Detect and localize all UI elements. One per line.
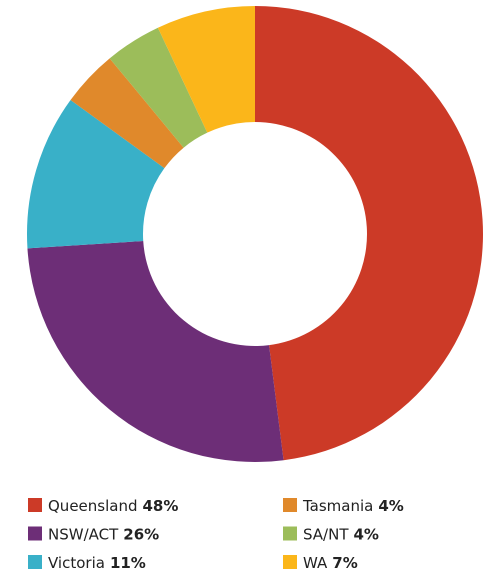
legend-value: 4% xyxy=(354,525,379,543)
legend-label: SA/NT 4% xyxy=(303,525,379,543)
legend-swatch xyxy=(283,555,297,569)
slice xyxy=(157,6,255,133)
legend-label: Victoria 11% xyxy=(48,554,146,572)
legend-name: Victoria xyxy=(48,554,105,572)
legend-swatch xyxy=(28,498,42,512)
legend-value: 7% xyxy=(332,554,357,572)
legend-name: Tasmania xyxy=(302,497,373,515)
legend-name: SA/NT xyxy=(303,525,349,543)
legend-label: NSW/ACT 26% xyxy=(48,525,159,543)
legend-label: WA 7% xyxy=(303,554,358,572)
slice xyxy=(27,241,284,462)
legend-swatch xyxy=(283,498,297,512)
legend-name: NSW/ACT xyxy=(48,525,119,543)
slice xyxy=(109,27,208,148)
legend-name: WA xyxy=(303,554,328,572)
legend-swatch xyxy=(28,526,42,541)
legend-value: 11% xyxy=(110,554,146,572)
legend-swatch xyxy=(283,526,297,541)
legend-name: Queensland xyxy=(48,497,137,515)
legend-label: Tasmania 4% xyxy=(302,497,404,515)
legend-label: Queensland 48% xyxy=(48,497,178,515)
slice xyxy=(255,6,484,461)
legend-value: 48% xyxy=(142,497,178,515)
slice xyxy=(70,58,184,169)
legend-value: 4% xyxy=(378,497,403,515)
legend-swatch xyxy=(28,555,42,569)
legend-value: 26% xyxy=(123,525,159,543)
slice xyxy=(26,99,165,249)
